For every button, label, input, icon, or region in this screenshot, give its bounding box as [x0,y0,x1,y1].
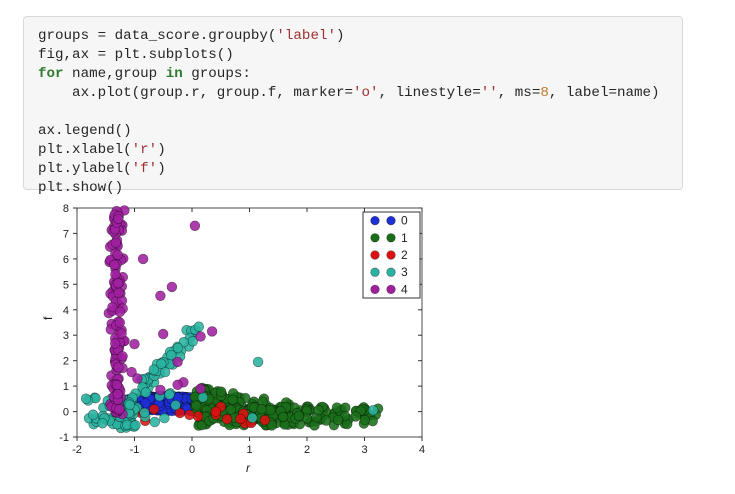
svg-text:3: 3 [63,330,69,342]
svg-text:8: 8 [63,203,69,215]
svg-text:3: 3 [401,265,408,279]
svg-text:1: 1 [246,444,252,456]
svg-text:1: 1 [401,231,408,245]
svg-text:6: 6 [63,254,69,266]
svg-text:4: 4 [419,444,425,456]
svg-text:1: 1 [63,381,69,393]
svg-text:4: 4 [401,282,408,296]
svg-text:5: 5 [63,279,69,291]
svg-text:7: 7 [63,228,69,240]
svg-text:3: 3 [361,444,367,456]
svg-text:-1: -1 [130,444,140,456]
svg-text:0: 0 [63,407,69,419]
svg-text:0: 0 [401,214,408,228]
svg-text:2: 2 [401,248,408,262]
svg-text:2: 2 [63,356,69,368]
svg-text:4: 4 [63,305,69,317]
svg-text:-2: -2 [72,444,82,456]
svg-text:0: 0 [189,444,195,456]
svg-text:2: 2 [304,444,310,456]
svg-text:-1: -1 [59,432,69,444]
